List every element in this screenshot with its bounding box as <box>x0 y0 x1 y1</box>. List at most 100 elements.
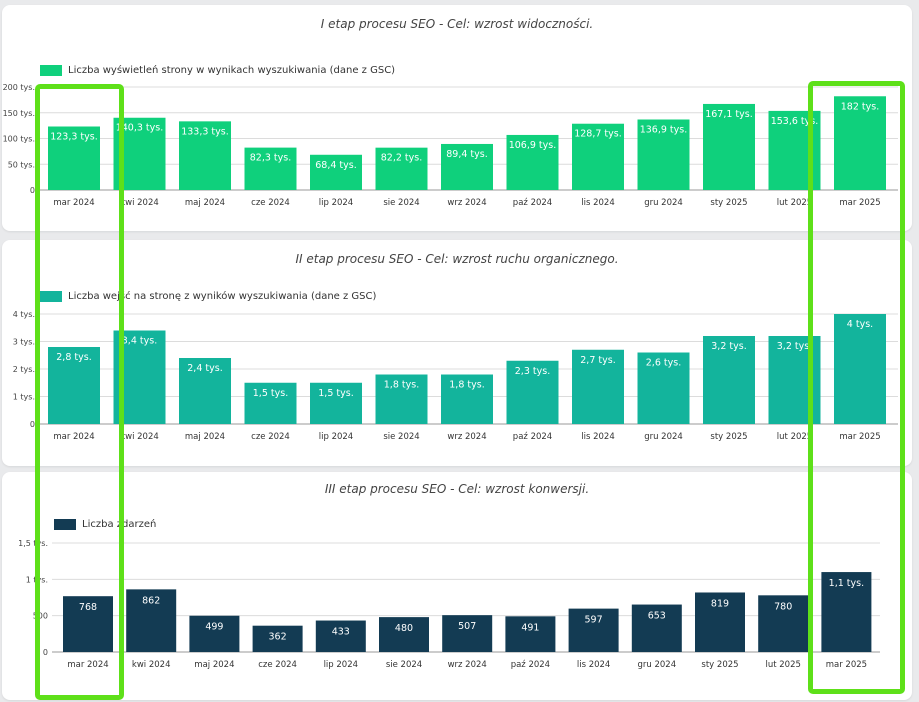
legend-swatch <box>40 291 62 302</box>
bar-value-label: 2,6 tys. <box>646 358 681 369</box>
x-tick-label: mar 2025 <box>839 198 880 208</box>
y-tick-label: 200 tys. <box>3 83 35 92</box>
bar-value-label: 2,8 tys. <box>56 352 91 363</box>
x-tick-label: gru 2024 <box>644 432 683 442</box>
bar <box>637 352 690 424</box>
bar <box>572 349 624 424</box>
bar <box>568 608 619 652</box>
bar <box>631 604 682 652</box>
x-tick-label: lis 2024 <box>577 660 611 670</box>
bar <box>506 360 559 424</box>
bar-value-label: 106,9 tys. <box>509 140 557 151</box>
bar-value-label: 140,3 tys. <box>116 123 164 134</box>
bar <box>703 336 755 424</box>
x-tick-label: maj 2024 <box>194 660 234 670</box>
bar <box>252 625 303 652</box>
bar <box>834 314 886 424</box>
bar <box>637 119 690 190</box>
bar-value-label: 1,5 tys. <box>318 388 353 399</box>
x-tick-label: mar 2025 <box>839 432 880 442</box>
x-tick-label: lut 2025 <box>765 660 800 670</box>
bar-value-label: 2,3 tys. <box>515 366 550 377</box>
bar-value-label: 653 <box>648 611 666 622</box>
bar-value-label: 3,2 tys. <box>777 341 812 352</box>
x-tick-label: lip 2024 <box>319 198 353 208</box>
x-tick-label: paź 2024 <box>513 198 552 208</box>
y-tick-label: 50 tys. <box>8 160 35 169</box>
bar <box>695 592 745 652</box>
legend-label: Liczba wejść na stronę z wyników wyszuki… <box>68 291 377 302</box>
chart-title: II etap procesu SEO - Cel: wzrost ruchu … <box>295 252 619 266</box>
bar-value-label: 123,3 tys. <box>50 132 98 143</box>
x-tick-label: sty 2025 <box>710 198 747 208</box>
x-tick-label: lip 2024 <box>324 660 358 670</box>
x-tick-label: sie 2024 <box>383 198 419 208</box>
bar-value-label: 4 tys. <box>847 319 873 330</box>
y-tick-label: 2 tys. <box>13 365 35 374</box>
bar-value-label: 491 <box>521 622 539 633</box>
chart-panel-3: III etap procesu SEO - Cel: wzrost konwe… <box>2 472 912 700</box>
bar-value-label: 3,4 tys. <box>122 336 157 347</box>
bar <box>310 154 362 190</box>
bar <box>821 572 872 652</box>
bar-value-label: 153,6 tys. <box>771 116 819 127</box>
bar-value-label: 862 <box>142 595 160 606</box>
y-tick-label: 1 tys. <box>26 575 48 584</box>
bar-value-label: 128,7 tys. <box>574 129 622 140</box>
x-tick-label: gru 2024 <box>637 660 676 670</box>
x-tick-label: cze 2024 <box>251 432 290 442</box>
bar-value-label: 82,2 tys. <box>381 153 423 164</box>
bar <box>834 96 886 190</box>
y-tick-label: 3 tys. <box>13 338 35 347</box>
y-tick-label: 500 <box>33 612 48 621</box>
bar <box>244 147 297 190</box>
y-tick-label: 1,5 tys. <box>18 539 48 548</box>
x-tick-label: wrz 2024 <box>447 198 486 208</box>
x-tick-label: mar 2024 <box>53 198 94 208</box>
x-tick-label: paź 2024 <box>513 432 552 442</box>
y-tick-label: 150 tys. <box>3 109 35 118</box>
y-tick-label: 4 tys. <box>13 310 35 319</box>
x-tick-label: sty 2025 <box>701 660 738 670</box>
x-tick-label: mar 2025 <box>826 660 867 670</box>
bar <box>441 143 493 190</box>
bar <box>505 616 556 652</box>
chart-title: I etap procesu SEO - Cel: wzrost widoczn… <box>320 17 594 31</box>
bar <box>48 126 100 190</box>
x-tick-label: kwi 2024 <box>120 432 159 442</box>
x-tick-label: cze 2024 <box>258 660 297 670</box>
bar <box>189 615 240 652</box>
bar <box>244 382 297 424</box>
bar-value-label: 89,4 tys. <box>446 149 488 160</box>
y-tick-label: 0 <box>30 186 35 195</box>
bar <box>703 103 755 190</box>
bar-value-label: 167,1 tys. <box>705 109 753 120</box>
bar <box>179 358 231 424</box>
bar <box>179 121 231 190</box>
bar-value-label: 82,3 tys. <box>250 153 292 164</box>
bar <box>758 595 809 652</box>
x-tick-label: mar 2024 <box>67 660 108 670</box>
y-tick-label: 1 tys. <box>13 393 35 402</box>
bar-value-label: 2,4 tys. <box>187 363 222 374</box>
bar <box>375 147 428 190</box>
bar-value-label: 362 <box>269 632 287 643</box>
bar <box>310 382 362 424</box>
bar-value-label: 182 tys. <box>841 101 879 112</box>
bar-value-label: 1,5 tys. <box>253 388 288 399</box>
x-tick-label: kwi 2024 <box>120 198 159 208</box>
x-tick-label: paź 2024 <box>511 660 550 670</box>
bar <box>126 589 177 652</box>
chart-legend: Liczba wyświetleń strony w wynikach wysz… <box>40 65 395 76</box>
bar-value-label: 1,8 tys. <box>449 380 484 391</box>
bar <box>63 596 113 652</box>
y-tick-label: 100 tys. <box>3 135 35 144</box>
bar-value-label: 2,7 tys. <box>580 355 615 366</box>
x-tick-label: kwi 2024 <box>132 660 171 670</box>
x-tick-label: sty 2025 <box>710 432 747 442</box>
bar <box>315 620 366 652</box>
x-tick-label: sie 2024 <box>383 432 419 442</box>
legend-swatch <box>54 519 76 530</box>
bar-value-label: 768 <box>79 602 97 613</box>
